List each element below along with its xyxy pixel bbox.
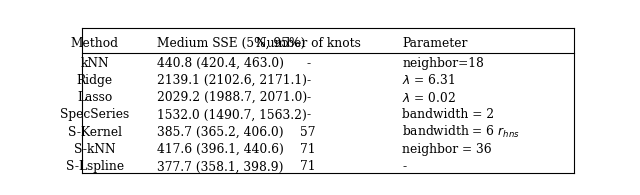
Text: Medium SSE (5%, 95%): Medium SSE (5%, 95%): [157, 37, 305, 50]
Text: 71: 71: [300, 160, 316, 173]
Text: Method: Method: [71, 37, 119, 50]
Text: neighbor=18: neighbor=18: [403, 57, 484, 70]
Text: 417.6 (396.1, 440.6): 417.6 (396.1, 440.6): [157, 143, 284, 156]
Text: S-Lspline: S-Lspline: [66, 160, 124, 173]
Text: 57: 57: [300, 126, 316, 139]
Text: Lasso: Lasso: [77, 91, 113, 104]
Text: -: -: [306, 57, 310, 70]
Text: Number of knots: Number of knots: [256, 37, 360, 50]
Text: 440.8 (420.4, 463.0): 440.8 (420.4, 463.0): [157, 57, 284, 70]
Text: -: -: [306, 108, 310, 121]
Text: bandwidth = 6 $r_{hns}$: bandwidth = 6 $r_{hns}$: [403, 124, 520, 140]
Text: -: -: [306, 91, 310, 104]
Text: S-Kernel: S-Kernel: [68, 126, 122, 139]
Text: -: -: [306, 74, 310, 87]
Text: kNN: kNN: [81, 57, 109, 70]
Text: 2029.2 (1988.7, 2071.0): 2029.2 (1988.7, 2071.0): [157, 91, 307, 104]
Text: 385.7 (365.2, 406.0): 385.7 (365.2, 406.0): [157, 126, 284, 139]
Text: 1532.0 (1490.7, 1563.2): 1532.0 (1490.7, 1563.2): [157, 108, 307, 121]
Text: S-kNN: S-kNN: [74, 143, 116, 156]
Text: -: -: [403, 160, 406, 173]
Text: bandwidth = 2: bandwidth = 2: [403, 108, 495, 121]
Text: Parameter: Parameter: [403, 37, 468, 50]
Text: 377.7 (358.1, 398.9): 377.7 (358.1, 398.9): [157, 160, 284, 173]
Text: SpecSeries: SpecSeries: [60, 108, 129, 121]
Text: neighbor = 36: neighbor = 36: [403, 143, 492, 156]
Text: Ridge: Ridge: [77, 74, 113, 87]
Text: 71: 71: [300, 143, 316, 156]
Text: 2139.1 (2102.6, 2171.1): 2139.1 (2102.6, 2171.1): [157, 74, 307, 87]
Text: $\lambda$ = 6.31: $\lambda$ = 6.31: [403, 74, 456, 87]
Text: $\lambda$ = 0.02: $\lambda$ = 0.02: [403, 91, 456, 105]
